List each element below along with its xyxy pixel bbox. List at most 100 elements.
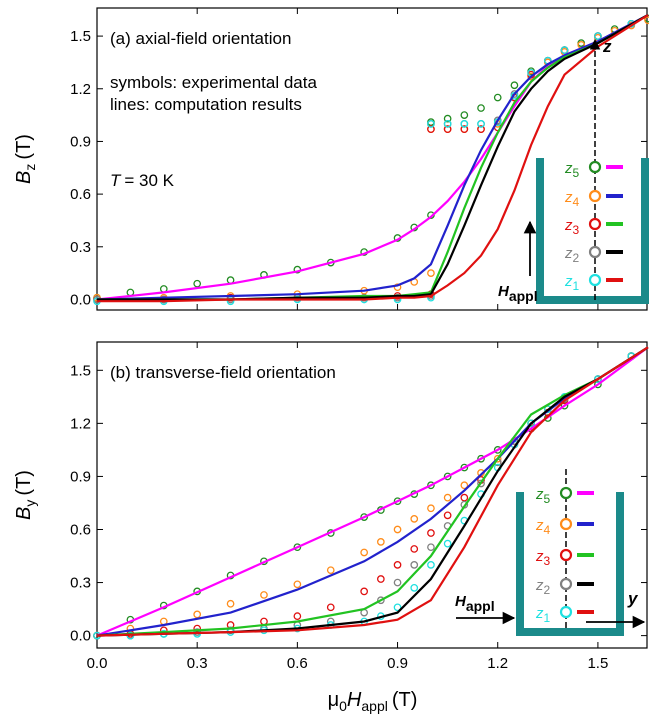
data-point [376, 538, 385, 546]
data-point [427, 120, 435, 128]
field-label: Happl [455, 593, 495, 614]
sensor-symbol: z [535, 548, 544, 565]
sensor-symbol: z [564, 245, 573, 262]
y-axis-label: Bz (T) [13, 134, 38, 184]
computed-line [96, 346, 649, 637]
sensor-sub: 1 [544, 611, 551, 625]
y-axis-label: By (T) [13, 470, 38, 520]
x-tick-label: 0.9 [387, 655, 408, 672]
data-point [493, 446, 502, 454]
sensor-sub: 5 [544, 492, 551, 506]
sensor [559, 517, 573, 531]
y-label-unit: (T) [13, 134, 35, 160]
data-point [460, 481, 469, 490]
data-point [293, 612, 302, 621]
data-point [427, 125, 435, 134]
data-point [427, 481, 435, 490]
y-tick-label: 0.3 [70, 239, 91, 256]
data-point [594, 375, 602, 383]
y-tick-label: 0.9 [70, 468, 91, 485]
x-label-prefix: μ [328, 689, 340, 711]
data-point [443, 472, 452, 481]
plot-frame [96, 341, 648, 649]
data-point [644, 16, 649, 25]
annotation: symbols: experimental data [110, 73, 317, 92]
data-point [410, 561, 419, 569]
data-point [460, 125, 469, 134]
sensor-symbol: z [535, 577, 544, 594]
sensor-sub: 4 [544, 523, 551, 537]
x-label-unit: (T) [392, 689, 418, 711]
data-point [527, 419, 535, 428]
data-point [226, 599, 235, 608]
data-point [360, 513, 369, 521]
sensor-symbol: z [535, 605, 544, 622]
y-tick-label: 0.0 [70, 628, 91, 645]
x-tick-label: 1.2 [487, 655, 508, 672]
data-point [326, 566, 335, 575]
sensor-sub: 1 [573, 279, 580, 293]
sensor-symbol: z [564, 160, 573, 177]
computed-line [96, 14, 649, 301]
computed-line [97, 14, 649, 303]
data-point [460, 120, 469, 128]
axis-label: z [602, 37, 612, 56]
data-point [460, 493, 469, 502]
data-point [594, 380, 602, 389]
y-tick-label: 0.6 [70, 521, 91, 538]
sensor-sub: 5 [573, 166, 580, 180]
x-tick-label: 1.5 [587, 655, 608, 672]
sensor-label: z2 [564, 245, 580, 265]
panel-title: (b) transverse-field orientation [110, 363, 336, 382]
y-label-sub: y [22, 500, 38, 507]
sensor-label: z2 [535, 577, 551, 597]
data-point [427, 529, 435, 537]
data-point [443, 493, 452, 502]
x-label-prefix-sub: 0 [339, 698, 347, 714]
sensor-sub: 3 [544, 554, 551, 568]
y-tick-label: 0.9 [70, 133, 91, 150]
sensor [559, 548, 573, 562]
data-point [393, 283, 402, 292]
y-tick-label: 1.5 [70, 28, 91, 45]
data-point [410, 545, 419, 553]
sensor-label: z4 [564, 189, 580, 209]
data-point [393, 561, 402, 569]
sensor-sub: 2 [544, 583, 551, 597]
data-point [410, 584, 419, 592]
x-label-symbol: H [347, 689, 362, 711]
data-point [293, 543, 302, 552]
computed-line [96, 346, 649, 637]
data-point [393, 603, 402, 612]
data-point [427, 543, 435, 552]
data-point [477, 125, 485, 134]
y-label-symbol: B [13, 171, 35, 184]
x-tick-label: 0.3 [187, 655, 208, 672]
sensor [588, 189, 602, 203]
sensor-label: z4 [535, 517, 551, 537]
y-tick-label: 1.5 [70, 362, 91, 379]
data-point [376, 575, 385, 583]
data-point [193, 624, 202, 633]
data-point [427, 269, 435, 277]
data-point [393, 497, 402, 506]
container [536, 158, 649, 304]
data-point [293, 580, 302, 589]
axis-label: y [627, 589, 639, 608]
sensor [588, 245, 602, 259]
data-point [360, 587, 369, 596]
y-label-unit: (T) [13, 470, 35, 496]
field-label: Happl [498, 283, 538, 304]
panel-title: (a) axial-field orientation [110, 29, 291, 48]
data-point [443, 114, 452, 123]
sensor-label: z3 [535, 548, 551, 568]
y-label-symbol: B [13, 507, 35, 520]
data-point [443, 125, 452, 134]
data-point [193, 279, 202, 288]
sensor-sub: 4 [573, 195, 580, 209]
sensor [588, 273, 602, 287]
data-point [427, 561, 435, 569]
sensor-label: z1 [564, 273, 580, 293]
computed-line [96, 14, 649, 301]
